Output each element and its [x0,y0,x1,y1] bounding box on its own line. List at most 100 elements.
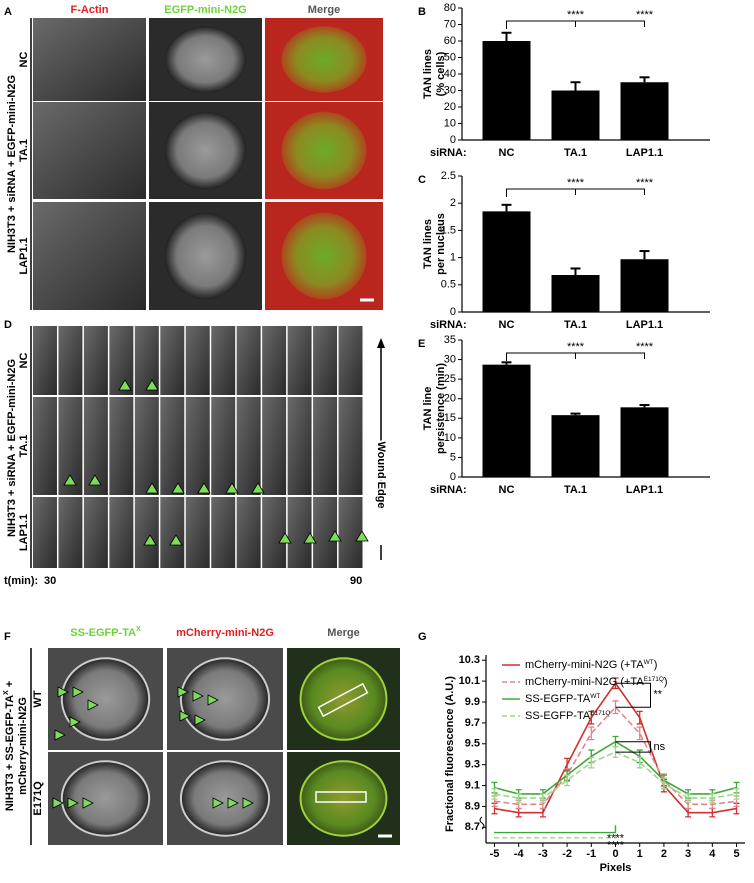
legend-name: SS-EGFP-TA [525,710,591,722]
error-bar [636,756,643,769]
significance-bracket [506,20,645,29]
y-tick-label: 30 [444,353,456,365]
frame [134,397,159,495]
arrowhead-marker [169,534,183,546]
micrograph [33,202,146,310]
arrowhead-marker [145,379,159,391]
significance-bracket [615,682,651,708]
superscript: WT [644,659,654,666]
legend-name: mCherry-mini-N2G (+TA [525,676,644,688]
y-tick-label: 9.5 [465,738,480,750]
legend-name: SS-EGFP-TA [525,693,591,705]
side-label: NIH3T3 + SS-EGFP-TAX + [3,681,16,811]
row-label: NC [18,353,30,369]
arrowhead-marker [179,710,191,722]
y-tick-label: 35 [444,334,456,346]
error-bar [588,726,595,741]
x-axis-label: siRNA: [430,319,467,331]
y-tick-label: 15 [444,412,456,424]
frame [313,326,338,395]
frame [109,326,134,395]
nucleus [60,657,151,741]
y-tick-label: 70 [444,18,456,30]
nucleus [179,760,271,837]
frame [211,326,236,395]
superscript: WT [590,693,600,700]
nucleus [281,26,367,93]
frame [185,397,210,495]
arrowhead-marker [72,686,84,698]
arrowhead-marker [197,482,211,494]
frame [211,397,236,495]
legend-name-suffix: ) [664,676,668,688]
frame [262,497,287,568]
arrowhead-marker [87,699,99,711]
nucleus [164,26,247,93]
nucleus [60,760,151,837]
frame [58,326,83,395]
frame [338,326,363,395]
x-tick-label: -1 [586,848,596,860]
x-tick-label: NC [499,319,515,331]
bar [482,364,531,477]
frame [58,397,83,495]
y-tick-label: 9.7 [465,717,480,729]
frame [338,397,363,495]
bar [482,41,531,140]
x-axis-label: Pixels [600,862,632,874]
arrowhead-marker [118,379,132,391]
x-tick-label: -4 [514,848,525,860]
y-tick-label: 5 [450,451,456,463]
y-tick-label: 2 [450,197,456,209]
side-label-part: + [4,681,16,687]
x-axis-label: siRNA: [430,147,467,159]
frame [58,497,83,568]
frame [109,397,134,495]
y-tick-label: 1 [450,252,456,264]
column-title: SS-EGFP-TAX [70,626,141,639]
y-tick-label: 80 [444,2,456,14]
side-label: NIH3T3 + siRNA + EGFP-mini-N2G [6,75,18,253]
frame [33,326,57,395]
arrowhead-marker [171,482,185,494]
y-tick-label: 0 [450,134,456,146]
arrowhead-marker [143,534,157,546]
y-axis-label: TAN lines [422,49,434,99]
frame [33,497,57,568]
frame [83,326,108,395]
nucleus [299,760,388,837]
y-axis-label: per nucleus [435,213,447,275]
wound-label: Wound Edge [375,441,387,508]
significance-bracket [506,188,645,197]
frame [109,497,134,568]
y-tick-label: 0 [450,471,456,483]
legend-entry: mCherry-mini-N2G (+TAWT) [525,659,657,671]
error-bar [515,793,522,803]
arrowhead-marker [225,482,239,494]
y-tick-label: 10.1 [459,675,480,687]
x-tick-label: LAP1.1 [626,319,663,331]
frame [236,497,261,568]
micrograph [33,18,146,101]
panel-letter: A [4,6,12,18]
row-label: TA.1 [18,434,30,457]
row-label: TA.1 [18,139,30,162]
legend-name: mCherry-mini-N2G (+TA [525,659,644,671]
column-title: mCherry-mini-N2G [176,627,274,639]
significance-label: **** [567,341,585,353]
frame [313,497,338,568]
x-tick-label: 2 [661,848,667,860]
superscript: X [3,690,10,695]
arrowhead-marker [67,797,79,809]
x-tick-label: TA.1 [564,319,587,331]
x-tick-label: -2 [562,848,572,860]
bar [620,407,669,477]
y-axis-label: persistence (min) [435,363,447,454]
y-tick-label: 8.7 [465,821,480,833]
arrowhead-marker [177,686,189,698]
y-tick-label: 2.5 [441,170,456,182]
series-line [494,706,737,806]
nucleus [164,212,247,300]
nucleus [281,111,367,190]
y-tick-label: 9.1 [465,779,480,791]
